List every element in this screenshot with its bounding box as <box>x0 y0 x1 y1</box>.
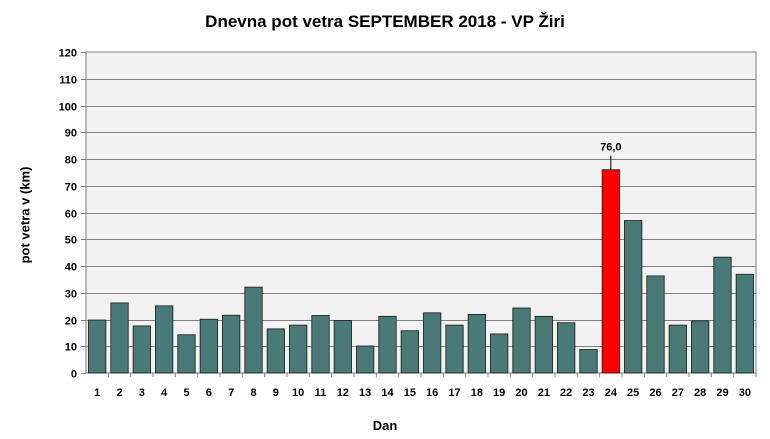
x-tick-label: 5 <box>183 387 189 399</box>
bar-day-29 <box>713 256 732 374</box>
bar-day-30 <box>735 273 754 374</box>
bar-day-25 <box>624 220 643 374</box>
x-tick-label: 27 <box>672 387 684 399</box>
bar-day-5 <box>177 334 196 374</box>
bar-day-8 <box>244 286 263 374</box>
x-tick-label: 16 <box>426 387 438 399</box>
x-tick-label: 21 <box>538 387 550 399</box>
bar-day-1 <box>88 319 107 374</box>
x-tick-label: 9 <box>273 387 279 399</box>
x-tick-label: 12 <box>337 387 349 399</box>
bar-day-18 <box>467 314 486 374</box>
bar-day-15 <box>400 330 419 374</box>
x-tick-label: 14 <box>381 387 394 399</box>
bar-day-4 <box>155 305 174 374</box>
x-tick-label: 13 <box>359 387 371 399</box>
x-tick-label: 30 <box>739 387 751 399</box>
bar-day-2 <box>110 302 129 374</box>
x-tick-label: 4 <box>161 387 168 399</box>
bar-day-13 <box>356 345 375 374</box>
bar-day-11 <box>311 315 330 374</box>
bar-day-3 <box>132 325 151 374</box>
x-tick-label: 23 <box>582 387 594 399</box>
bar-day-7 <box>222 314 241 374</box>
bar-day-16 <box>423 312 442 374</box>
x-tick-label: 15 <box>404 387 416 399</box>
bar-day-23 <box>579 349 598 374</box>
bar-day-27 <box>668 324 687 374</box>
x-tick-label: 2 <box>116 387 122 399</box>
bar-day-6 <box>199 318 218 374</box>
x-tick-label: 17 <box>448 387 460 399</box>
x-axis-title: Dan <box>372 418 398 433</box>
chart-title: Dnevna pot vetra SEPTEMBER 2018 - VP Žir… <box>205 12 565 31</box>
x-tick-label: 19 <box>493 387 505 399</box>
x-tick-label: 22 <box>560 387 572 399</box>
bar-day-20 <box>512 307 531 374</box>
plot-area <box>85 51 757 374</box>
y-tick-label: 100 <box>59 102 77 114</box>
y-tick-label: 70 <box>65 182 77 194</box>
bar-day-28 <box>691 320 710 374</box>
bar-day-26 <box>646 275 665 374</box>
y-tick-label: 30 <box>65 289 77 301</box>
y-tick-label: 0 <box>71 369 77 381</box>
bar-day-17 <box>445 324 464 374</box>
x-tick-label: 1 <box>94 387 100 399</box>
x-tick-label: 18 <box>471 387 483 399</box>
bar-day-24 <box>601 169 620 374</box>
y-tick-label: 80 <box>65 155 77 167</box>
x-tick-label: 25 <box>627 387 639 399</box>
x-tick-label: 7 <box>228 387 234 399</box>
x-tick-label: 24 <box>605 387 618 399</box>
x-tick-label: 10 <box>292 387 304 399</box>
y-tick-label: 90 <box>65 128 77 140</box>
x-tick-label: 26 <box>649 387 661 399</box>
bar-day-12 <box>333 320 352 374</box>
bar-day-19 <box>490 333 509 374</box>
bar-day-14 <box>378 315 397 374</box>
x-tick-label: 6 <box>206 387 212 399</box>
y-tick-label: 50 <box>65 235 77 247</box>
y-tick-label: 20 <box>65 316 77 328</box>
y-tick-label: 40 <box>65 262 77 274</box>
x-tick-label: 28 <box>694 387 706 399</box>
y-tick-label: 110 <box>59 75 77 87</box>
x-tick-label: 29 <box>716 387 728 399</box>
y-tick-label: 60 <box>65 209 77 221</box>
x-tick-label: 20 <box>515 387 527 399</box>
bar-day-22 <box>557 322 576 374</box>
x-tick-label: 3 <box>139 387 145 399</box>
y-tick-label: 10 <box>65 342 77 354</box>
x-tick-label: 11 <box>315 387 327 399</box>
bar-day-21 <box>534 315 553 374</box>
y-tick-label: 120 <box>59 48 77 60</box>
bar-day-9 <box>266 328 285 374</box>
data-label: 76,0 <box>600 142 621 154</box>
x-tick-label: 8 <box>250 387 256 399</box>
bar-day-10 <box>289 324 308 374</box>
